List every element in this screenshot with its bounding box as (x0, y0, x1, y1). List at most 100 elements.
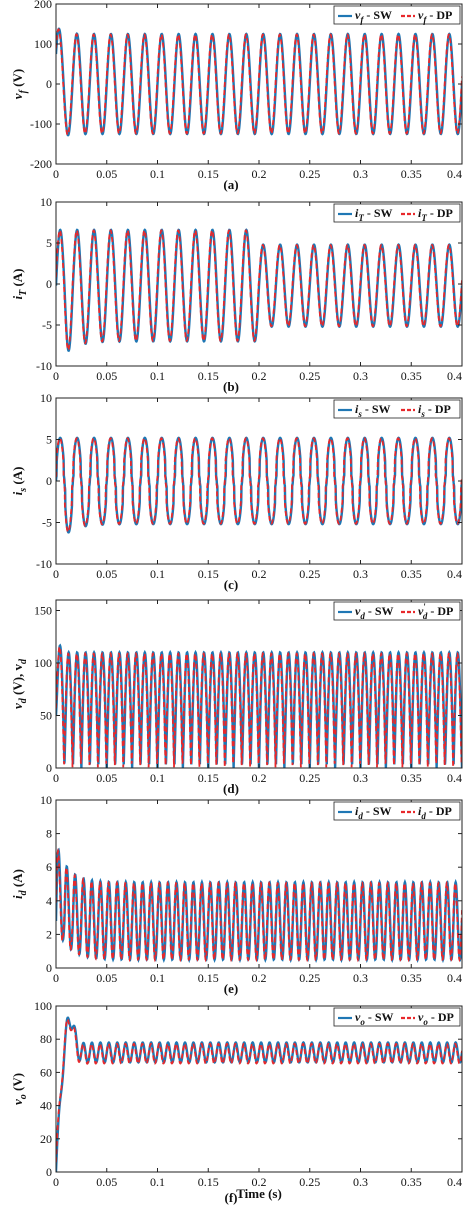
x-tick-label: 0.2 (252, 771, 267, 785)
x-tick-label: 0 (53, 369, 59, 383)
x-tick-label: 0.15 (198, 567, 219, 581)
y-tick-label: 0 (46, 77, 52, 91)
series-dp-line (56, 645, 462, 768)
legend-box (333, 601, 461, 621)
y-tick-label: 100 (34, 999, 52, 1013)
y-tick-label: 100 (34, 37, 52, 51)
y-tick-label: 40 (40, 1099, 52, 1113)
legend-label: id - DP (418, 804, 452, 821)
y-axis-label: is (A) (10, 467, 29, 496)
x-tick-label: 0.1 (150, 771, 165, 785)
legend-label: vf - SW (355, 8, 392, 25)
legend-box (333, 399, 461, 419)
x-tick-label: 0.3 (353, 771, 368, 785)
legend-box (333, 5, 461, 25)
x-tick-label: 0.2 (252, 167, 267, 181)
legend-box (333, 801, 461, 821)
legend-label: vo - DP (418, 1010, 454, 1027)
legend-label: is - DP (418, 402, 451, 419)
x-tick-label: 0 (53, 167, 59, 181)
y-tick-label: -200 (30, 157, 52, 171)
y-tick-label: 150 (34, 604, 52, 618)
x-tick-label: 0.3 (353, 167, 368, 181)
series-dp-line (56, 229, 462, 352)
x-tick-label: 0.3 (353, 369, 368, 383)
panel-caption: (e) (224, 981, 238, 996)
panel-caption: (c) (224, 577, 238, 592)
y-tick-label: 4 (46, 894, 52, 908)
x-tick-label: 0.05 (96, 1175, 117, 1189)
y-tick-label: -5 (42, 516, 52, 530)
legend-label: vd - SW (355, 604, 394, 621)
panel-caption: (a) (223, 177, 238, 192)
panel-caption: (f) (225, 1190, 238, 1205)
series-dp-line (56, 28, 462, 136)
y-tick-label: 80 (40, 1032, 52, 1046)
x-tick-label: 0.1 (150, 1175, 165, 1189)
y-tick-label: 10 (40, 195, 52, 209)
x-tick-label: 0.15 (198, 1175, 219, 1189)
x-tick-label: 0.4 (447, 771, 462, 785)
x-tick-label: 0.1 (150, 971, 165, 985)
x-tick-label: 0.35 (401, 771, 422, 785)
chart-panel-f: 0 0.05 0.1 0.15 0.2 0.25 0.3 0.35 0.4 100 80 60 40 20… (10, 999, 463, 1205)
legend-label: iT - DP (418, 206, 453, 223)
x-tick-label: 0.2 (252, 1175, 267, 1189)
x-tick-label: 0.1 (150, 567, 165, 581)
x-tick-label: 0.25 (299, 971, 320, 985)
y-tick-label: 5 (46, 236, 52, 250)
y-tick-label: 8 (46, 827, 52, 841)
y-tick-label: 20 (40, 1132, 52, 1146)
legend: is - SW is - DP (333, 399, 461, 419)
x-tick-label: 0.35 (401, 369, 422, 383)
x-tick-label: 0.2 (252, 369, 267, 383)
y-tick-label: 0 (46, 474, 52, 488)
plot-frame (55, 1005, 463, 1173)
legend: vf - SW vf - DP (333, 5, 461, 25)
x-tick-label: 0.05 (96, 369, 117, 383)
y-axis-label: iT (A) (10, 268, 29, 299)
chart-panel-a: 0 0.05 0.1 0.15 0.2 0.25 0.3 0.35 0.4 200 100 0 -100… (10, 0, 463, 192)
x-tick-label: 0.4 (447, 1175, 462, 1189)
x-tick-label: 0.15 (198, 167, 219, 181)
chart-panel-c: 0 0.05 0.1 0.15 0.2 0.25 0.3 0.35 0.4 10 5 0 -5 -10 is… (10, 391, 463, 592)
x-tick-label: 0.05 (96, 567, 117, 581)
y-tick-label: 0 (46, 277, 52, 291)
y-tick-label: -5 (42, 318, 52, 332)
y-tick-label: -100 (30, 117, 52, 131)
legend: vo - SW vo - DP (333, 1007, 461, 1027)
x-tick-label: 0.25 (299, 167, 320, 181)
y-tick-label: 200 (34, 0, 52, 11)
x-tick-label: 0.25 (299, 567, 320, 581)
legend-label: id - SW (355, 804, 392, 821)
y-tick-label: 6 (46, 860, 52, 874)
panel-caption: (b) (223, 379, 239, 394)
legend: iT - SW iT - DP (333, 203, 461, 223)
x-tick-label: 0.15 (198, 369, 219, 383)
x-tick-label: 0.3 (353, 567, 368, 581)
y-tick-label: 2 (46, 927, 52, 941)
series-dp-line (56, 847, 462, 963)
legend-label: v' d - DP (418, 602, 453, 621)
x-tick-label: 0.3 (353, 971, 368, 985)
y-tick-label: 0 (46, 1165, 52, 1179)
x-tick-label: 0 (53, 971, 59, 985)
series-dp-line (56, 437, 462, 533)
legend-label: iT - SW (355, 206, 393, 223)
x-tick-label: 0.35 (401, 971, 422, 985)
x-tick-label: 0.4 (447, 167, 462, 181)
y-tick-label: 60 (40, 1065, 52, 1079)
x-axis-label: Time (s) (236, 1186, 282, 1201)
x-tick-label: 0.05 (96, 771, 117, 785)
x-tick-label: 0.25 (299, 369, 320, 383)
y-tick-label: -10 (36, 359, 52, 373)
x-tick-label: 0.35 (401, 1175, 422, 1189)
x-tick-label: 0.1 (150, 369, 165, 383)
y-axis-label: vo (V) (10, 1073, 29, 1105)
series-sw-line (56, 1016, 462, 1172)
x-tick-label: 0.4 (447, 369, 462, 383)
x-tick-label: 0.4 (447, 567, 462, 581)
legend-box (333, 203, 461, 223)
y-tick-label: 100 (34, 656, 52, 670)
